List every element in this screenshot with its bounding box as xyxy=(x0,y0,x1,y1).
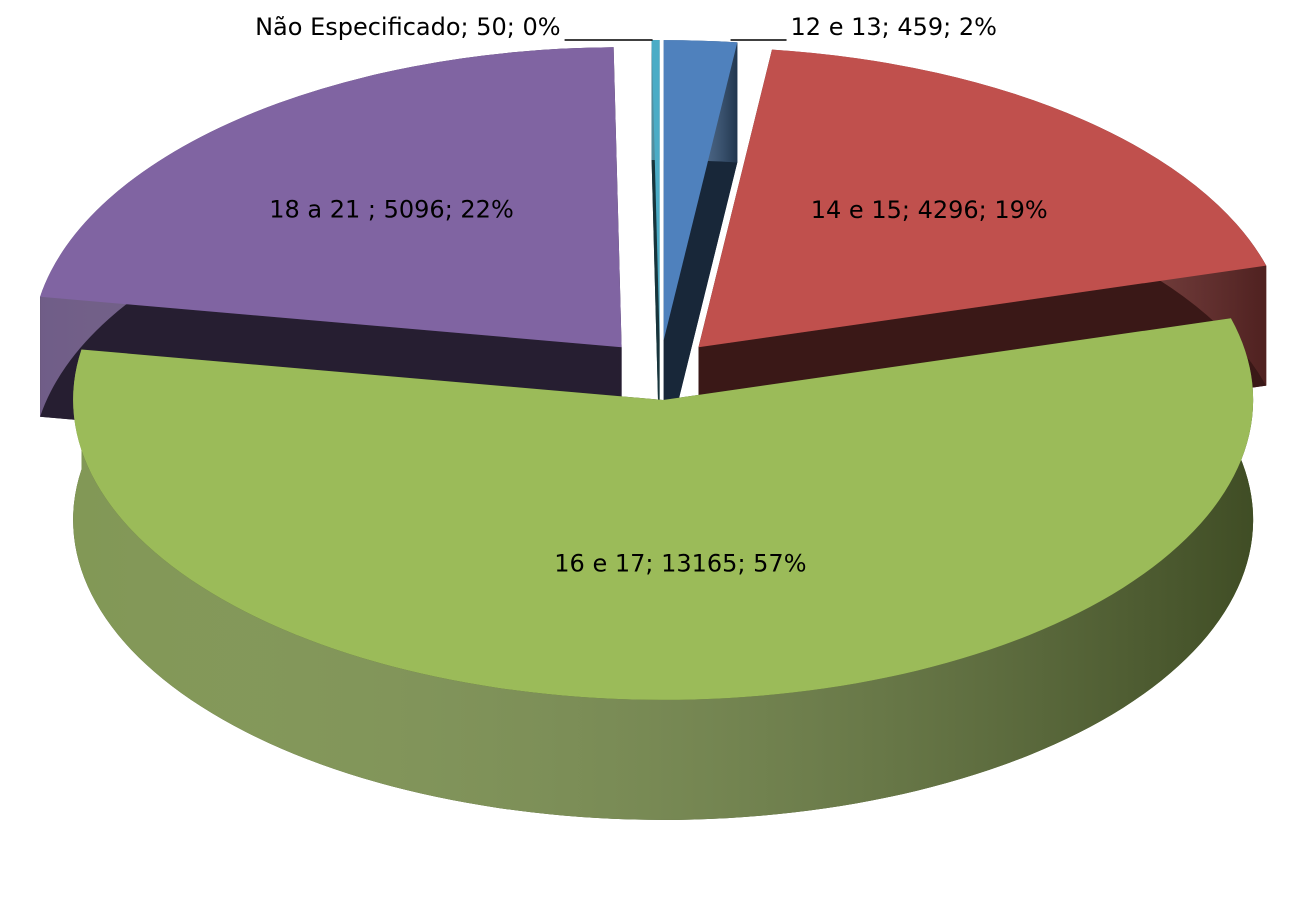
slice xyxy=(73,318,1254,700)
data-label: 16 e 17; 13165; 57% xyxy=(554,550,806,578)
data-label: 12 e 13; 459; 2% xyxy=(791,13,997,41)
slice xyxy=(651,39,660,341)
slice xyxy=(698,49,1267,348)
slice xyxy=(40,47,622,348)
slice xyxy=(663,40,738,341)
data-label: 18 a 21 ; 5096; 22% xyxy=(269,195,514,223)
data-label: 14 e 15; 4296; 19% xyxy=(811,196,1048,224)
data-label: Não Especificado; 50; 0% xyxy=(255,13,560,41)
slice-side-shade xyxy=(73,318,1254,820)
